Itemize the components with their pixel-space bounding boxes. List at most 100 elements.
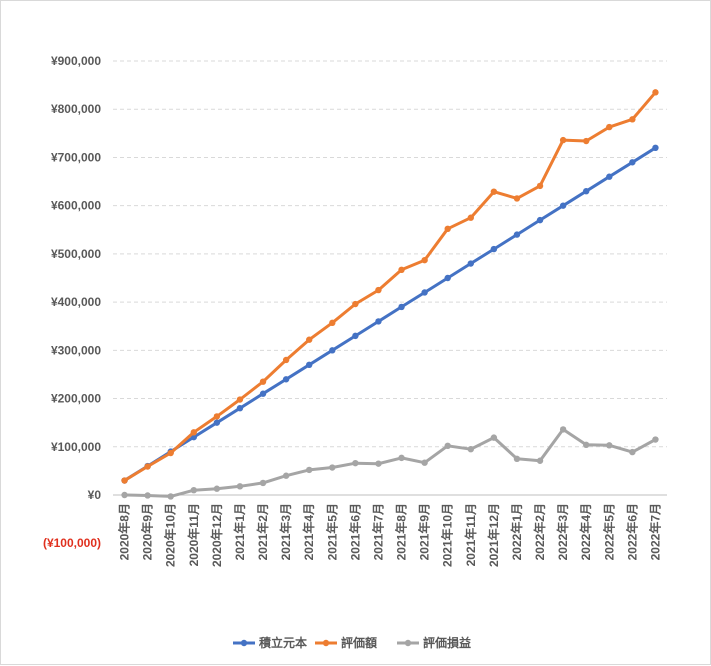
data-point (329, 347, 336, 354)
data-point (121, 491, 128, 499)
x-tick-label: 2021年6月 (347, 503, 362, 560)
data-point (306, 361, 313, 368)
data-point (583, 137, 590, 145)
y-tick-label: ¥600,000 (51, 199, 101, 213)
y-tick-label: ¥100,000 (51, 440, 101, 454)
data-point (329, 464, 336, 471)
x-tick-label: 2021年11月 (463, 503, 478, 566)
data-point (306, 466, 313, 474)
y-tick-label: ¥500,000 (51, 247, 101, 261)
data-point (213, 419, 221, 426)
y-tick-label: (¥100,000) (43, 536, 101, 550)
x-tick-label: 2022年2月 (532, 503, 547, 560)
data-point (398, 303, 405, 311)
series-line (123, 427, 657, 498)
data-point (121, 477, 128, 484)
x-tick-label: 2022年7月 (647, 503, 662, 560)
data-point (259, 378, 267, 385)
data-point (513, 231, 521, 238)
data-point (629, 448, 636, 456)
data-point (421, 459, 428, 466)
data-point (398, 454, 405, 462)
data-point (467, 445, 474, 453)
data-point (375, 286, 382, 294)
data-point (536, 457, 544, 464)
legend-label: 積立元本 (258, 635, 307, 650)
x-tick-label: 2021年7月 (370, 503, 385, 560)
data-point (652, 436, 659, 443)
x-tick-label: 2021年5月 (324, 503, 339, 560)
data-point (329, 319, 336, 327)
legend-item: 積立元本 (233, 635, 307, 650)
data-point (652, 89, 659, 96)
x-tick-label: 2021年2月 (255, 503, 270, 560)
data-point (167, 493, 174, 500)
data-point (421, 289, 428, 296)
x-tick-label: 2022年6月 (624, 503, 639, 560)
series-3 (121, 426, 659, 500)
data-point (467, 260, 474, 267)
data-point (652, 144, 659, 151)
legend-label: 評価額 (341, 635, 377, 650)
data-point (583, 188, 590, 195)
x-tick-label: 2020年8月 (117, 503, 132, 560)
x-tick-label: 2022年5月 (601, 503, 616, 560)
x-tick-label: 2021年10月 (440, 503, 455, 567)
data-point (513, 455, 521, 463)
legend-label: 評価損益 (423, 635, 471, 650)
series-line (123, 90, 657, 482)
data-point (352, 459, 359, 467)
data-point (606, 173, 613, 180)
y-tick-label: ¥400,000 (51, 295, 101, 309)
legend-item: 評価額 (315, 635, 377, 650)
series-2 (121, 89, 659, 484)
y-tick-label: ¥300,000 (51, 343, 101, 357)
y-axis-tick-labels: ¥900,000 ¥800,000 ¥700,000 ¥600,000 ¥500,000… (43, 54, 101, 550)
data-point (490, 245, 498, 253)
data-point (375, 460, 382, 467)
y-tick-label: ¥700,000 (51, 150, 101, 164)
data-point (190, 429, 197, 436)
x-axis-tick-labels: 2020年8月 2020年9月 2020年10月 2020年11月 2020年12月 20… (117, 503, 663, 567)
data-point (306, 336, 313, 343)
legend-swatch-marker (404, 639, 412, 647)
x-tick-label: 2020年9月 (140, 503, 155, 560)
x-tick-label: 2021年8月 (394, 503, 409, 560)
data-point (213, 485, 221, 492)
series-lines (121, 89, 659, 500)
x-tick-label: 2021年12月 (486, 503, 501, 567)
data-point (144, 492, 151, 499)
data-point (236, 483, 244, 490)
data-point (629, 116, 636, 123)
data-point (259, 479, 267, 487)
data-point (559, 136, 567, 144)
gridlines (113, 60, 667, 448)
data-point (375, 318, 382, 325)
data-point (213, 413, 221, 420)
x-tick-label: 2022年3月 (555, 503, 570, 560)
x-tick-label: 2022年4月 (578, 503, 593, 560)
x-tick-label: 2020年12月 (209, 503, 224, 567)
legend-swatch-marker (322, 639, 330, 647)
data-point (167, 449, 174, 457)
data-point (259, 390, 267, 397)
x-tick-label: 2022年1月 (509, 503, 524, 560)
data-point (513, 195, 521, 202)
data-point (536, 216, 544, 224)
x-tick-label: 2021年3月 (278, 503, 293, 560)
data-point (490, 434, 498, 441)
series-1 (121, 144, 659, 484)
x-tick-label: 2021年1月 (232, 503, 247, 560)
data-point (421, 256, 428, 264)
series-line (123, 146, 657, 482)
data-point (444, 225, 451, 233)
data-point (282, 376, 290, 383)
data-point (144, 463, 151, 470)
data-point (444, 442, 451, 450)
data-point (467, 214, 474, 221)
x-tick-label: 2021年4月 (301, 503, 316, 560)
x-tick-label: 2020年10月 (163, 503, 178, 567)
data-point (559, 202, 567, 209)
data-point (536, 182, 544, 190)
x-tick-label: 2020年11月 (186, 503, 201, 566)
